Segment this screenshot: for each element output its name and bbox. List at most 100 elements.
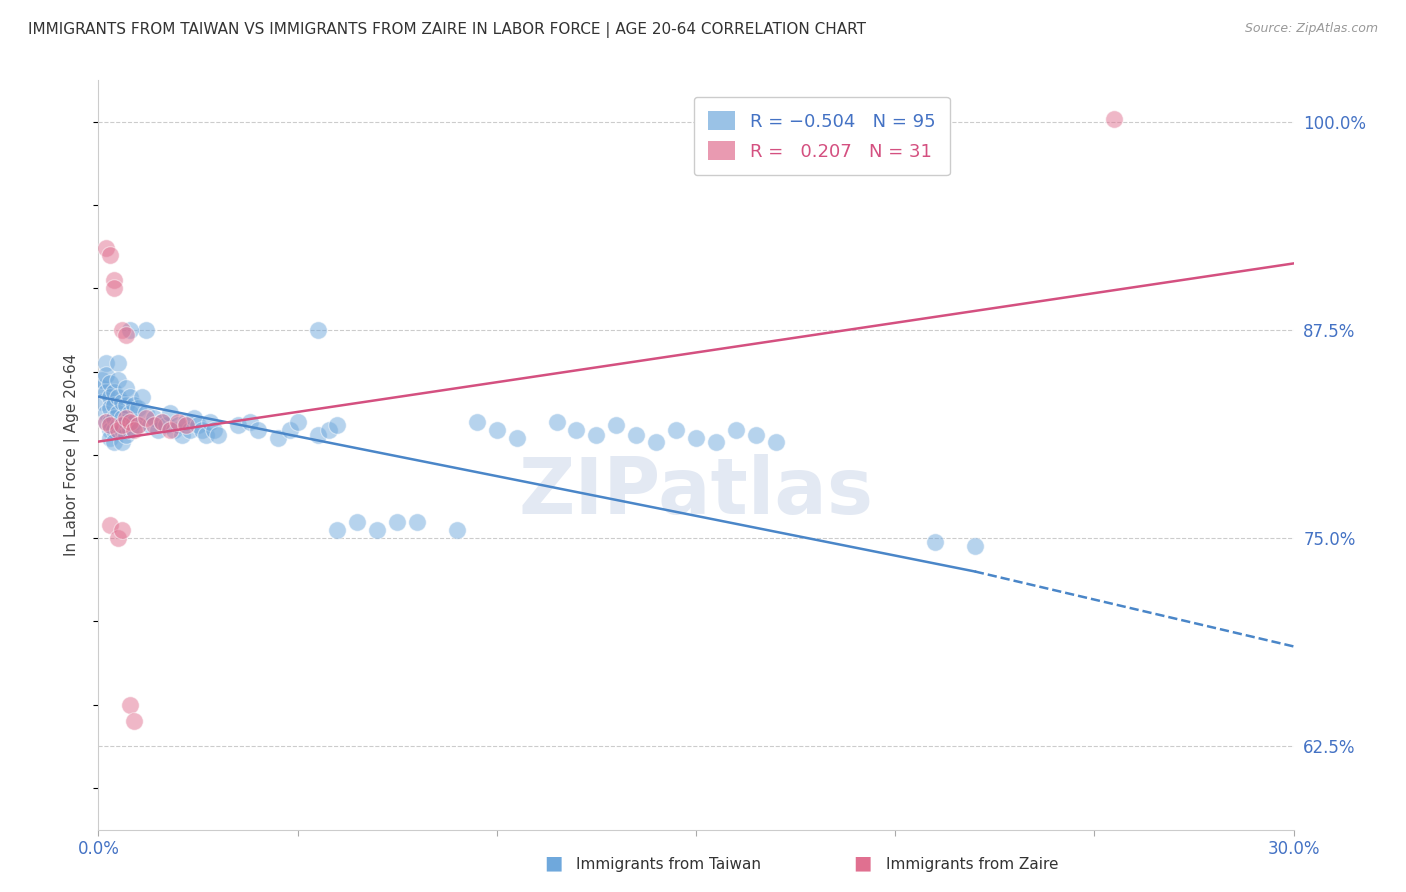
Point bbox=[385, 515, 409, 529]
Point bbox=[98, 401, 122, 416]
Point bbox=[202, 423, 225, 437]
Point bbox=[148, 423, 170, 437]
Point bbox=[626, 428, 648, 442]
Point bbox=[278, 423, 301, 437]
Point bbox=[98, 517, 122, 532]
Point bbox=[124, 415, 146, 429]
Point bbox=[546, 415, 568, 429]
Point bbox=[111, 417, 134, 432]
Point bbox=[406, 515, 429, 529]
Point bbox=[98, 431, 122, 445]
Point bbox=[239, 415, 262, 429]
Point bbox=[107, 373, 129, 387]
Text: Immigrants from Zaire: Immigrants from Zaire bbox=[886, 857, 1059, 872]
Point bbox=[96, 242, 118, 256]
Point bbox=[135, 323, 157, 337]
Point bbox=[963, 540, 986, 554]
Point bbox=[103, 273, 125, 287]
Point bbox=[103, 281, 125, 295]
Point bbox=[246, 423, 269, 437]
Point bbox=[174, 417, 197, 432]
Point bbox=[115, 415, 138, 429]
Point bbox=[465, 415, 488, 429]
Point bbox=[307, 428, 329, 442]
Point bbox=[187, 417, 209, 432]
Point bbox=[107, 390, 129, 404]
Point bbox=[115, 398, 138, 412]
Point bbox=[179, 423, 201, 437]
Point bbox=[98, 376, 122, 391]
Point bbox=[159, 423, 181, 437]
Y-axis label: In Labor Force | Age 20-64: In Labor Force | Age 20-64 bbox=[63, 354, 80, 556]
Point bbox=[91, 394, 114, 409]
Point bbox=[96, 415, 118, 429]
Point bbox=[267, 431, 290, 445]
Point bbox=[183, 411, 205, 425]
Point bbox=[307, 323, 329, 337]
Point bbox=[107, 417, 129, 432]
Point bbox=[91, 381, 114, 395]
Legend: R = −0.504   N = 95, R =   0.207   N = 31: R = −0.504 N = 95, R = 0.207 N = 31 bbox=[693, 97, 950, 175]
Point bbox=[506, 431, 529, 445]
Point bbox=[96, 406, 118, 420]
Point bbox=[366, 523, 388, 537]
Point bbox=[111, 434, 134, 449]
Point bbox=[103, 384, 125, 399]
Point bbox=[115, 428, 138, 442]
Point bbox=[120, 423, 142, 437]
Point bbox=[107, 356, 129, 370]
Point bbox=[135, 406, 157, 420]
Point bbox=[120, 698, 142, 712]
Point bbox=[318, 423, 340, 437]
Point bbox=[96, 368, 118, 382]
Point bbox=[167, 415, 190, 429]
Point bbox=[565, 423, 588, 437]
Point bbox=[195, 428, 218, 442]
Text: ■: ■ bbox=[544, 854, 562, 872]
Point bbox=[127, 417, 149, 432]
Point bbox=[120, 406, 142, 420]
Point bbox=[143, 417, 166, 432]
Point bbox=[143, 411, 166, 425]
Point bbox=[98, 423, 122, 437]
Point bbox=[191, 423, 214, 437]
Point bbox=[155, 417, 177, 432]
Point bbox=[120, 415, 142, 429]
Point bbox=[103, 423, 125, 437]
Point bbox=[111, 394, 134, 409]
Point bbox=[115, 381, 138, 395]
Point bbox=[96, 415, 118, 429]
Point bbox=[115, 328, 138, 343]
Point bbox=[98, 415, 122, 429]
Text: Source: ZipAtlas.com: Source: ZipAtlas.com bbox=[1244, 22, 1378, 36]
Point bbox=[139, 417, 162, 432]
Point bbox=[124, 423, 146, 437]
Point bbox=[98, 417, 122, 432]
Point bbox=[326, 417, 349, 432]
Point bbox=[111, 523, 134, 537]
Point bbox=[103, 434, 125, 449]
Point bbox=[172, 428, 194, 442]
Point bbox=[91, 373, 114, 387]
Point bbox=[103, 398, 125, 412]
Point bbox=[765, 434, 787, 449]
Text: IMMIGRANTS FROM TAIWAN VS IMMIGRANTS FROM ZAIRE IN LABOR FORCE | AGE 20-64 CORRE: IMMIGRANTS FROM TAIWAN VS IMMIGRANTS FRO… bbox=[28, 22, 866, 38]
Point bbox=[120, 390, 142, 404]
Point bbox=[924, 534, 946, 549]
Point bbox=[585, 428, 607, 442]
Point bbox=[446, 523, 468, 537]
Point bbox=[120, 323, 142, 337]
Point bbox=[135, 411, 157, 425]
Point bbox=[605, 417, 627, 432]
Point bbox=[96, 356, 118, 370]
Point bbox=[98, 248, 122, 262]
Point bbox=[207, 428, 229, 442]
Point bbox=[287, 415, 309, 429]
Point bbox=[124, 714, 146, 729]
Point bbox=[326, 523, 349, 537]
Point bbox=[198, 415, 221, 429]
Point bbox=[665, 423, 688, 437]
Point bbox=[346, 515, 368, 529]
Point bbox=[107, 531, 129, 545]
Point bbox=[107, 406, 129, 420]
